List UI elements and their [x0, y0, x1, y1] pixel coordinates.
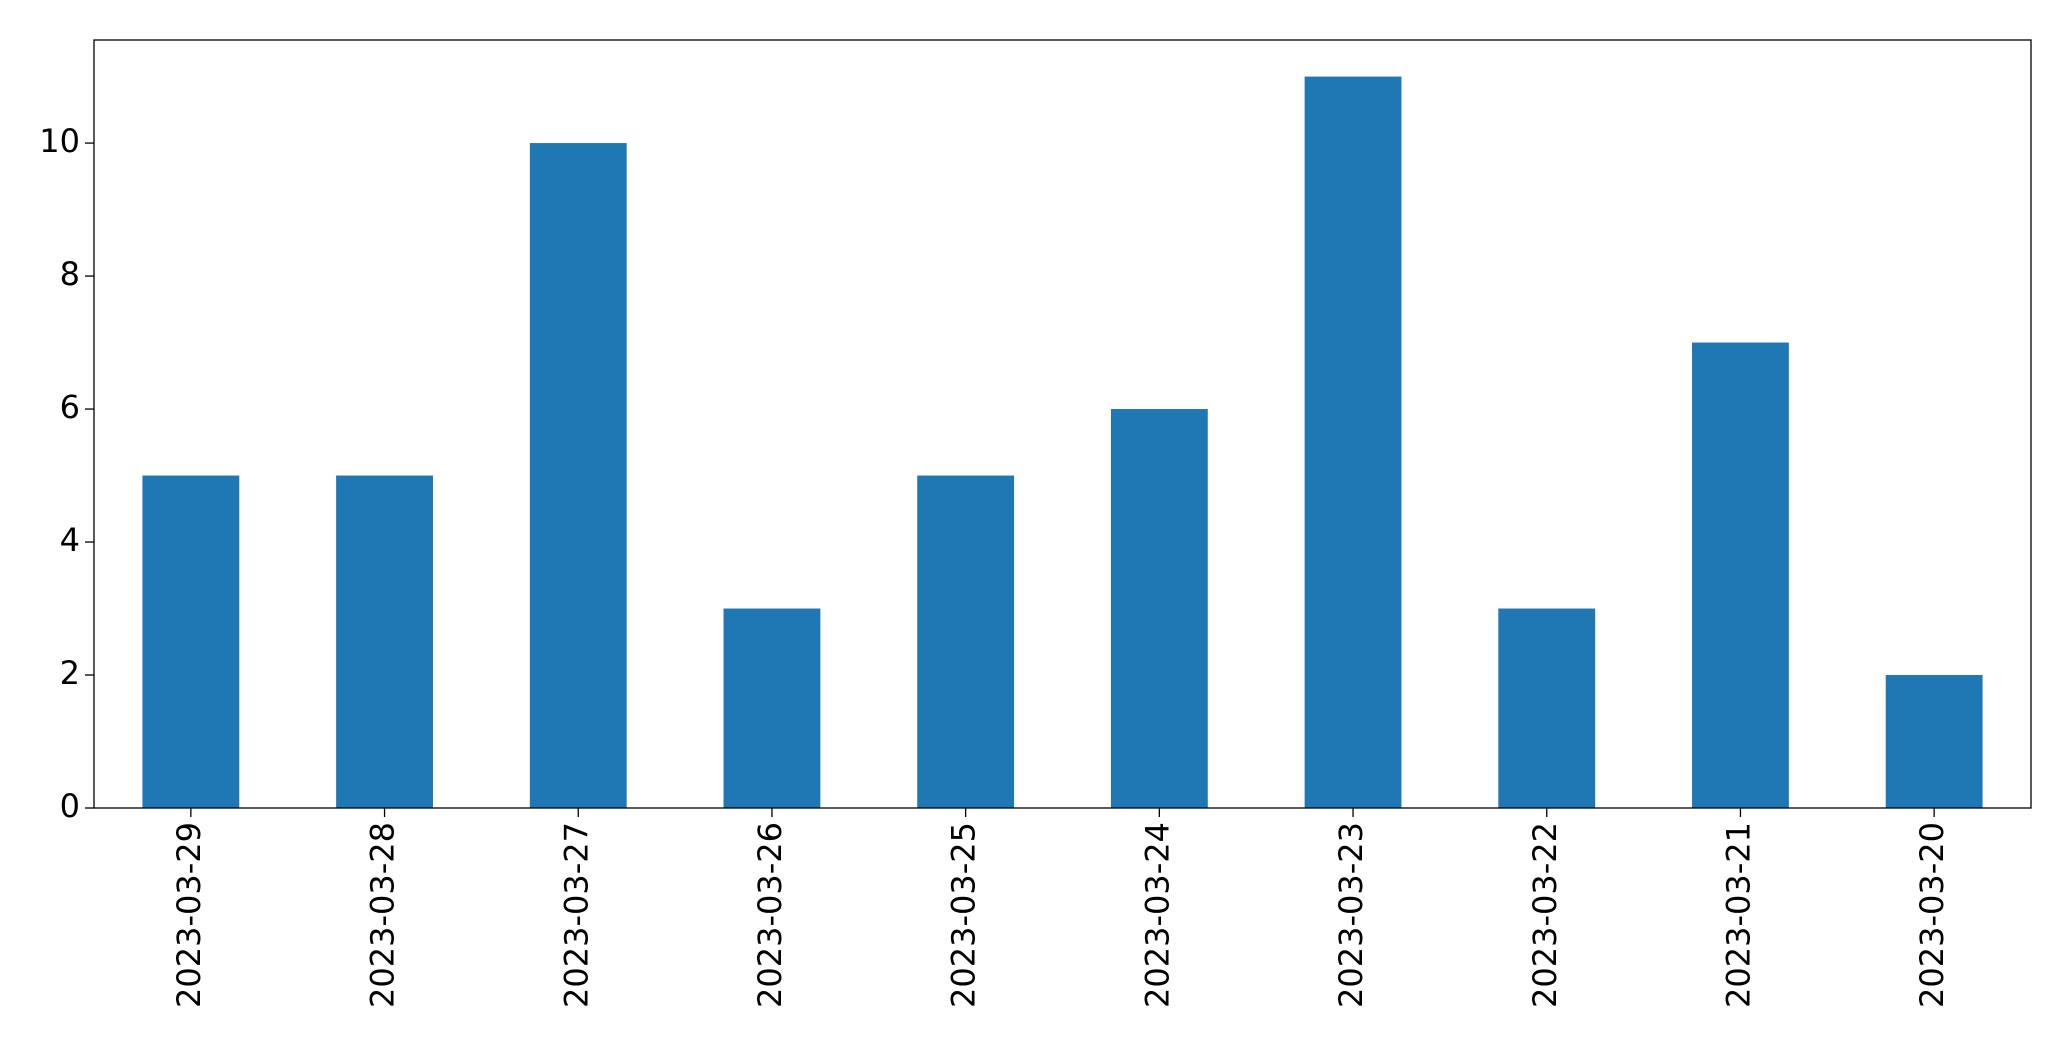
x-tick-label: 2023-03-28	[364, 822, 402, 1008]
plot-frame	[93, 39, 2032, 809]
y-tick-label: 10	[39, 122, 80, 160]
x-tick-label: 2023-03-29	[170, 822, 208, 1008]
bar	[1110, 409, 1208, 808]
bar	[1885, 675, 1983, 808]
x-tick-label: 2023-03-25	[945, 822, 983, 1008]
x-tick-label: 2023-03-26	[751, 822, 789, 1008]
bar	[336, 475, 433, 808]
y-tick-label: 0	[60, 787, 80, 825]
bar	[1304, 76, 1402, 809]
x-tick-label: 2023-03-27	[557, 822, 595, 1008]
bar	[142, 475, 240, 808]
bar	[723, 608, 821, 808]
bar	[917, 475, 1015, 808]
bar	[1692, 342, 1789, 808]
y-tick-label: 4	[60, 521, 80, 559]
x-tick-label: 2023-03-20	[1913, 822, 1951, 1008]
y-tick-label: 6	[60, 388, 80, 426]
x-tick-label: 2023-03-24	[1138, 822, 1176, 1008]
x-tick-label: 2023-03-21	[1719, 822, 1757, 1008]
bar	[1498, 608, 1596, 808]
y-tick-label: 2	[60, 654, 80, 692]
x-tick-label: 2023-03-23	[1332, 822, 1370, 1008]
bar	[529, 143, 627, 808]
x-tick-label: 2023-03-22	[1526, 822, 1564, 1008]
y-tick-label: 8	[60, 255, 80, 293]
